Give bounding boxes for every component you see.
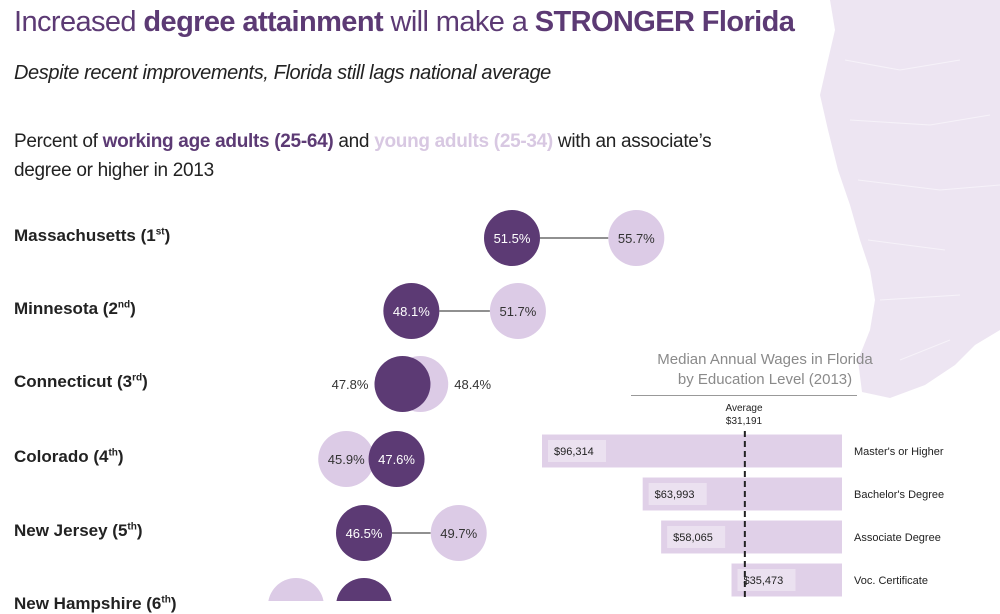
average-text: Average [725, 403, 763, 414]
young-adults-dot [318, 431, 375, 487]
wage-value: $35,473 [744, 575, 784, 587]
value-label-box [548, 440, 606, 462]
value-label-box [737, 569, 796, 591]
wage-chart-title: Median Annual Wages in Florida by Educati… [600, 350, 930, 390]
young-adults-dot [268, 578, 324, 601]
value-label-box [667, 526, 726, 548]
young-adults-dot [608, 210, 665, 266]
young-adults-value: 48.4% [454, 377, 491, 392]
intro-text: with an associate’s degree or higher in … [14, 131, 712, 181]
working-age-dot [368, 431, 425, 487]
working-age-value: 48.1% [393, 304, 430, 319]
wage-title: Median Annual Wages in Florida [657, 351, 873, 368]
title-emphasis: degree attainment [143, 6, 384, 38]
category-label: Master's or Higher [854, 446, 944, 458]
state-label: New Jersey (5th) [14, 521, 143, 540]
intro-text: Percent of [14, 131, 103, 152]
wage-value: $58,065 [673, 532, 713, 544]
florida-map-background [820, 0, 1000, 398]
average-value: $31,191 [725, 416, 763, 427]
working-age-value: 47.8% [332, 377, 369, 392]
state-label: Connecticut (3rd) [14, 372, 148, 391]
category-label: Voc. Certificate [854, 575, 928, 587]
young-adults-value: 45.9% [328, 452, 365, 467]
young-adults-value: 51.7% [499, 304, 536, 319]
average-label: Average $31,191 [704, 402, 784, 428]
working-age-dot [383, 283, 440, 339]
working-age-value: 46.5% [346, 526, 383, 541]
title-divider [631, 395, 857, 396]
working-age-dot [336, 578, 392, 601]
young-adults-dot [430, 505, 487, 561]
young-adults-dot [489, 283, 546, 339]
category-label: Associate Degree [854, 532, 941, 544]
intro-text: and [333, 131, 375, 152]
legend-young-adults: young adults (25-34) [374, 131, 553, 152]
value-label-box [648, 483, 707, 505]
chart-intro: Percent of working age adults (25-64) an… [14, 127, 714, 185]
young-adults-value: 49.7% [440, 526, 477, 541]
young-adults-value: 55.7% [618, 231, 655, 246]
title-text: Increased [14, 6, 144, 38]
state-label: Minnesota (2nd) [14, 299, 136, 318]
title-emphasis: STRONGER Florida [534, 6, 795, 38]
title-text: will make a [383, 6, 535, 38]
wage-bar-chart: $96,314 Master's or Higher $63,993 Bachelor… [542, 430, 944, 601]
working-age-dot [484, 210, 540, 266]
state-label: Colorado (4th) [14, 447, 124, 466]
page-title: Increased degree attainment will make a … [14, 6, 795, 39]
working-age-value: 51.5% [494, 231, 531, 246]
working-age-dot [374, 356, 431, 412]
wage-value: $63,993 [655, 489, 695, 501]
florida-map-shape [820, 0, 1000, 398]
dumbbell-chart: 55.7% 51.5% 51.7% 48.1% 47.8% 48.4% 45.9% 47.6%… [268, 210, 665, 601]
working-age-dot [336, 505, 392, 561]
category-label: Bachelor's Degree [854, 489, 944, 501]
wage-subtitle: by Education Level (2013) [677, 371, 853, 388]
wage-value: $96,314 [554, 446, 594, 458]
legend-working-age: working age adults (25-64) [102, 131, 334, 152]
state-label: Massachusetts (1st) [14, 226, 171, 245]
page-subtitle: Despite recent improvements, Florida sti… [14, 62, 551, 84]
working-age-value: 47.6% [378, 452, 415, 467]
